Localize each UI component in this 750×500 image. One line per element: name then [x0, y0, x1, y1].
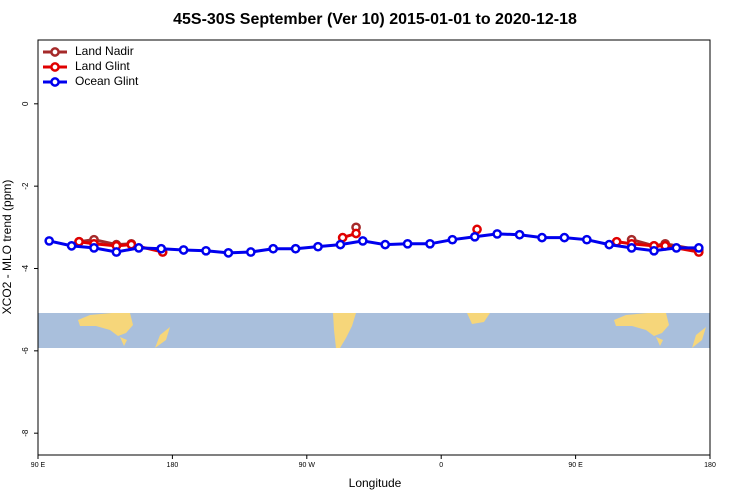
point	[201, 245, 211, 256]
x-tick-label: 90 E	[568, 462, 583, 469]
series-line	[48, 232, 699, 255]
legend-marker	[50, 47, 60, 57]
point	[649, 245, 659, 256]
point	[111, 247, 122, 257]
legend-label: Ocean Glint	[75, 74, 139, 88]
x-tick-label: 0	[439, 462, 443, 469]
legend-marker	[50, 77, 60, 87]
land	[78, 313, 133, 336]
map-strip	[38, 313, 710, 348]
x-tick-label: 90 W	[299, 462, 316, 469]
point	[380, 239, 391, 250]
point	[44, 236, 55, 246]
point	[581, 234, 592, 245]
point	[74, 236, 84, 247]
point	[351, 228, 361, 239]
point	[133, 243, 144, 253]
point	[66, 241, 77, 251]
y-tick-label: 0	[21, 101, 30, 106]
land	[614, 313, 669, 336]
land	[692, 327, 706, 348]
point	[223, 248, 234, 258]
x-tick-label: 180	[704, 462, 716, 469]
point	[357, 236, 368, 246]
y-axis-label: XCO2 - MLO trend (ppm)	[0, 180, 14, 315]
chart-title: 45S-30S September (Ver 10) 2015-01-01 to…	[173, 11, 577, 28]
y-tick-label: -6	[21, 347, 30, 355]
point	[290, 243, 301, 254]
legend-label: Land Nadir	[75, 44, 134, 58]
point	[514, 229, 525, 240]
x-tick-label: 90 E	[31, 462, 46, 469]
point	[469, 231, 480, 242]
point	[425, 238, 435, 249]
land	[155, 327, 170, 348]
point	[537, 232, 547, 243]
y-tick-label: -8	[21, 429, 30, 437]
point	[268, 243, 279, 254]
land	[656, 337, 663, 346]
point	[89, 243, 99, 253]
legend-marker	[50, 62, 60, 72]
land	[333, 313, 356, 348]
x-axis-label: Longitude	[349, 476, 402, 490]
x-tick-label: 180	[167, 462, 179, 469]
point	[559, 232, 570, 243]
point	[178, 245, 189, 255]
point	[671, 243, 682, 253]
y-tick-label: -2	[21, 182, 30, 190]
point	[626, 243, 637, 253]
point	[245, 247, 256, 257]
point	[447, 234, 458, 245]
point	[335, 239, 346, 250]
point	[604, 239, 615, 250]
land	[120, 337, 127, 346]
plot-frame	[37, 39, 711, 456]
land	[467, 313, 490, 324]
ocean-band	[38, 313, 710, 348]
legend-label: Land Glint	[75, 59, 130, 73]
point	[156, 243, 167, 254]
point	[313, 241, 323, 252]
y-tick-label: -4	[21, 264, 30, 272]
point	[402, 238, 413, 249]
point	[492, 229, 503, 239]
point	[126, 239, 137, 250]
point	[693, 243, 704, 253]
point	[472, 224, 482, 235]
